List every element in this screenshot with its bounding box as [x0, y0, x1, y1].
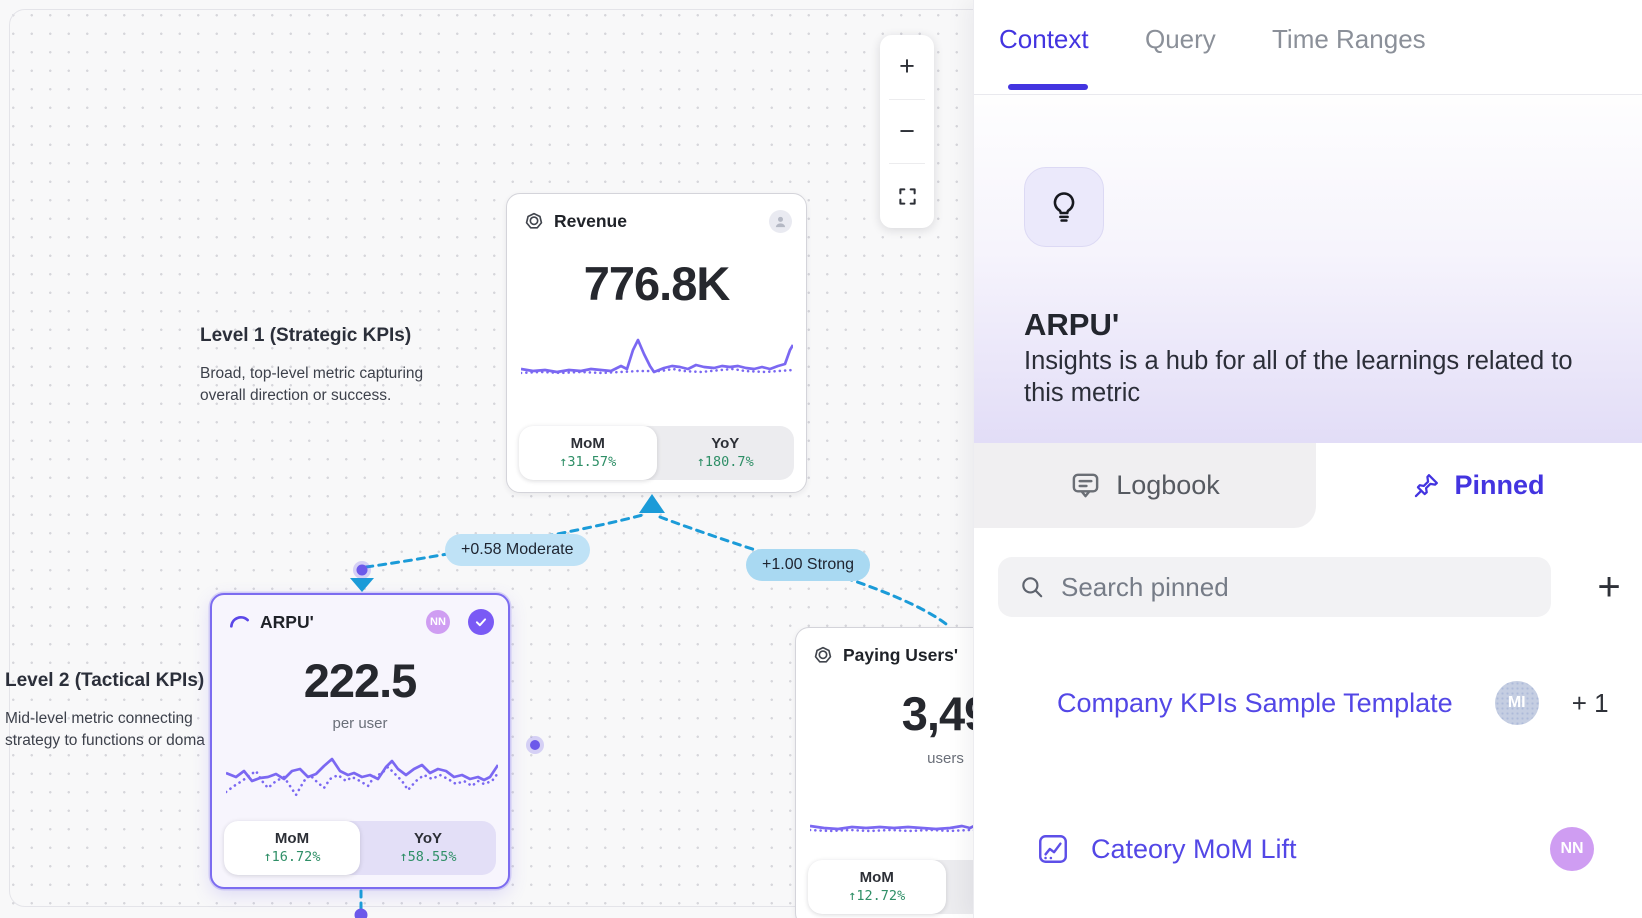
level1-description: Broad, top-level metric capturing overal… — [200, 365, 424, 405]
tab-query[interactable]: Query — [1145, 24, 1216, 54]
tab-logbook[interactable]: Logbook — [974, 443, 1316, 528]
stats-toggle: MoM ↑16.72% YoY ↑58.55% — [224, 821, 496, 875]
search-icon — [1022, 577, 1043, 598]
mom-value: ↑12.72% — [848, 888, 906, 905]
more-collaborators-count: + 1 — [1571, 687, 1609, 718]
zoom-out-button[interactable]: − — [899, 116, 915, 146]
metric-value: 222.5 — [303, 654, 418, 707]
stats-toggle: MoM ↑31.57% YoY ↑180.7% — [519, 426, 794, 480]
logbook-label: Logbook — [1116, 470, 1220, 500]
yoy-label: YoY — [413, 829, 443, 847]
metric-value: 776.8K — [583, 257, 731, 310]
yoy-label: YoY — [711, 434, 740, 452]
active-tab-underline — [1008, 84, 1088, 90]
verified-check-badge — [468, 609, 494, 635]
metric-description: Insights is a hub for all of the learnin… — [1024, 347, 1573, 408]
panel-tab-bar: Context Query Time Ranges — [974, 0, 1642, 95]
owner-avatar — [769, 209, 792, 233]
mom-toggle[interactable]: MoM ↑31.57% — [519, 426, 657, 480]
level2-title: Level 2 (Tactical KPIs) — [5, 670, 205, 691]
handle-ring — [353, 561, 371, 579]
person-icon — [775, 216, 786, 227]
mom-value: ↑16.72% — [263, 849, 321, 866]
level2-annotation: Level 2 (Tactical KPIs) Mid-level metric… — [5, 670, 245, 753]
metric-unit: users — [927, 750, 964, 767]
card-title: Revenue — [554, 210, 627, 231]
insight-tile — [1024, 167, 1104, 247]
search-pinned-input[interactable] — [1061, 571, 1501, 603]
level1-annotation: Level 1 (Strategic KPIs) Broad, top-leve… — [200, 325, 450, 408]
lightbulb-icon — [1053, 192, 1075, 222]
metric-card-revenue[interactable]: Revenue 776.8K MoM ↑31.57% Yo — [506, 193, 807, 493]
card-title: Paying Users' — [843, 644, 959, 665]
sparkline — [226, 757, 498, 798]
arpu-right-handle[interactable] — [530, 740, 540, 750]
metric-card-arpu[interactable]: ARPU' NN 222.5 per user MoM ↑16.72% — [210, 593, 510, 889]
pinned-item-company-kpis[interactable]: Company KPIs Sample Template MI + 1 — [974, 671, 1642, 735]
divider — [889, 98, 925, 100]
mom-label: MoM — [274, 829, 310, 847]
arrowhead-into-revenue — [639, 494, 665, 513]
pinned-label: Pinned — [1454, 470, 1545, 500]
add-pinned-button[interactable]: + — [1597, 564, 1621, 609]
logbook-comment-icon — [1072, 473, 1099, 498]
collaborator-avatar: NN — [426, 610, 450, 634]
metric-name-heading: ARPU' — [1024, 307, 1120, 342]
metric-hexagon-icon — [525, 212, 543, 229]
pinned-item-label: Cateory MoM Lift — [1091, 833, 1297, 864]
edge-label-moderate[interactable]: +0.58 Moderate — [445, 534, 590, 566]
zoom-toolbar: + − — [880, 35, 934, 228]
avatar-nn: NN — [1550, 827, 1594, 871]
edge-label-strong[interactable]: +1.00 Strong — [746, 549, 871, 581]
section-tab-bar: Logbook Pinned — [974, 443, 1642, 528]
yoy-toggle[interactable]: YoY ↑180.7% — [657, 426, 795, 480]
mom-value: ↑31.57% — [559, 454, 617, 471]
handle-ring — [526, 736, 544, 754]
arpu-top-handle[interactable] — [356, 564, 368, 576]
stats-toggle: MoM ↑12.72% — [808, 860, 973, 914]
check-icon — [475, 618, 487, 627]
pinned-search — [998, 557, 1551, 617]
arpu-bottom-handle[interactable] — [354, 908, 368, 918]
sparkline — [521, 338, 793, 375]
divider — [889, 163, 925, 165]
pinned-item-label: Company KPIs Sample Template — [1057, 687, 1453, 718]
yoy-value: ↑58.55% — [399, 849, 457, 866]
yoy-toggle[interactable]: YoY ↑58.55% — [360, 821, 496, 875]
pinned-item-cateory-mom-lift[interactable]: Cateory MoM Lift NN — [974, 817, 1642, 881]
yoy-value: ↑180.7% — [696, 454, 754, 471]
level1-title: Level 1 (Strategic KPIs) — [200, 325, 412, 346]
level2-description: Mid-level metric connecting strategy to … — [5, 710, 205, 750]
mom-label: MoM — [570, 434, 605, 452]
metric-card-paying-users[interactable]: Paying Users' 3,49 users MoM ↑12.72% — [795, 627, 973, 918]
metric-hexagon-icon — [814, 646, 832, 663]
arrowhead-into-arpu — [350, 578, 374, 592]
metric-value: 3,49 — [901, 687, 973, 740]
mom-toggle[interactable]: MoM ↑12.72% — [808, 860, 946, 914]
fit-view-button[interactable] — [880, 164, 934, 228]
sparkline — [810, 824, 973, 833]
yoy-toggle[interactable] — [946, 860, 974, 914]
mom-toggle[interactable]: MoM ↑16.72% — [224, 821, 360, 875]
card-title: ARPU' — [260, 611, 314, 632]
pushpin-icon — [1415, 474, 1439, 498]
metric-unit: per user — [332, 715, 388, 732]
fullscreen-icon — [898, 188, 916, 205]
arc-icon — [230, 615, 249, 628]
context-panel: Context Query Time Ranges ARPU' Insights… — [973, 0, 1642, 918]
tab-pinned[interactable]: Pinned — [1316, 443, 1642, 528]
tab-context[interactable]: Context — [999, 24, 1089, 54]
avatar-mi: MI — [1494, 681, 1539, 725]
chart-lift-icon — [1039, 835, 1067, 863]
metric-context-header: ARPU' Insights is a hub for all of the l… — [974, 95, 1642, 443]
metric-tree-canvas[interactable]: Level 1 (Strategic KPIs) Broad, top-leve… — [0, 0, 973, 918]
tab-time-ranges[interactable]: Time Ranges — [1272, 24, 1426, 54]
zoom-in-button[interactable]: + — [899, 51, 915, 82]
mom-label: MoM — [859, 868, 894, 886]
